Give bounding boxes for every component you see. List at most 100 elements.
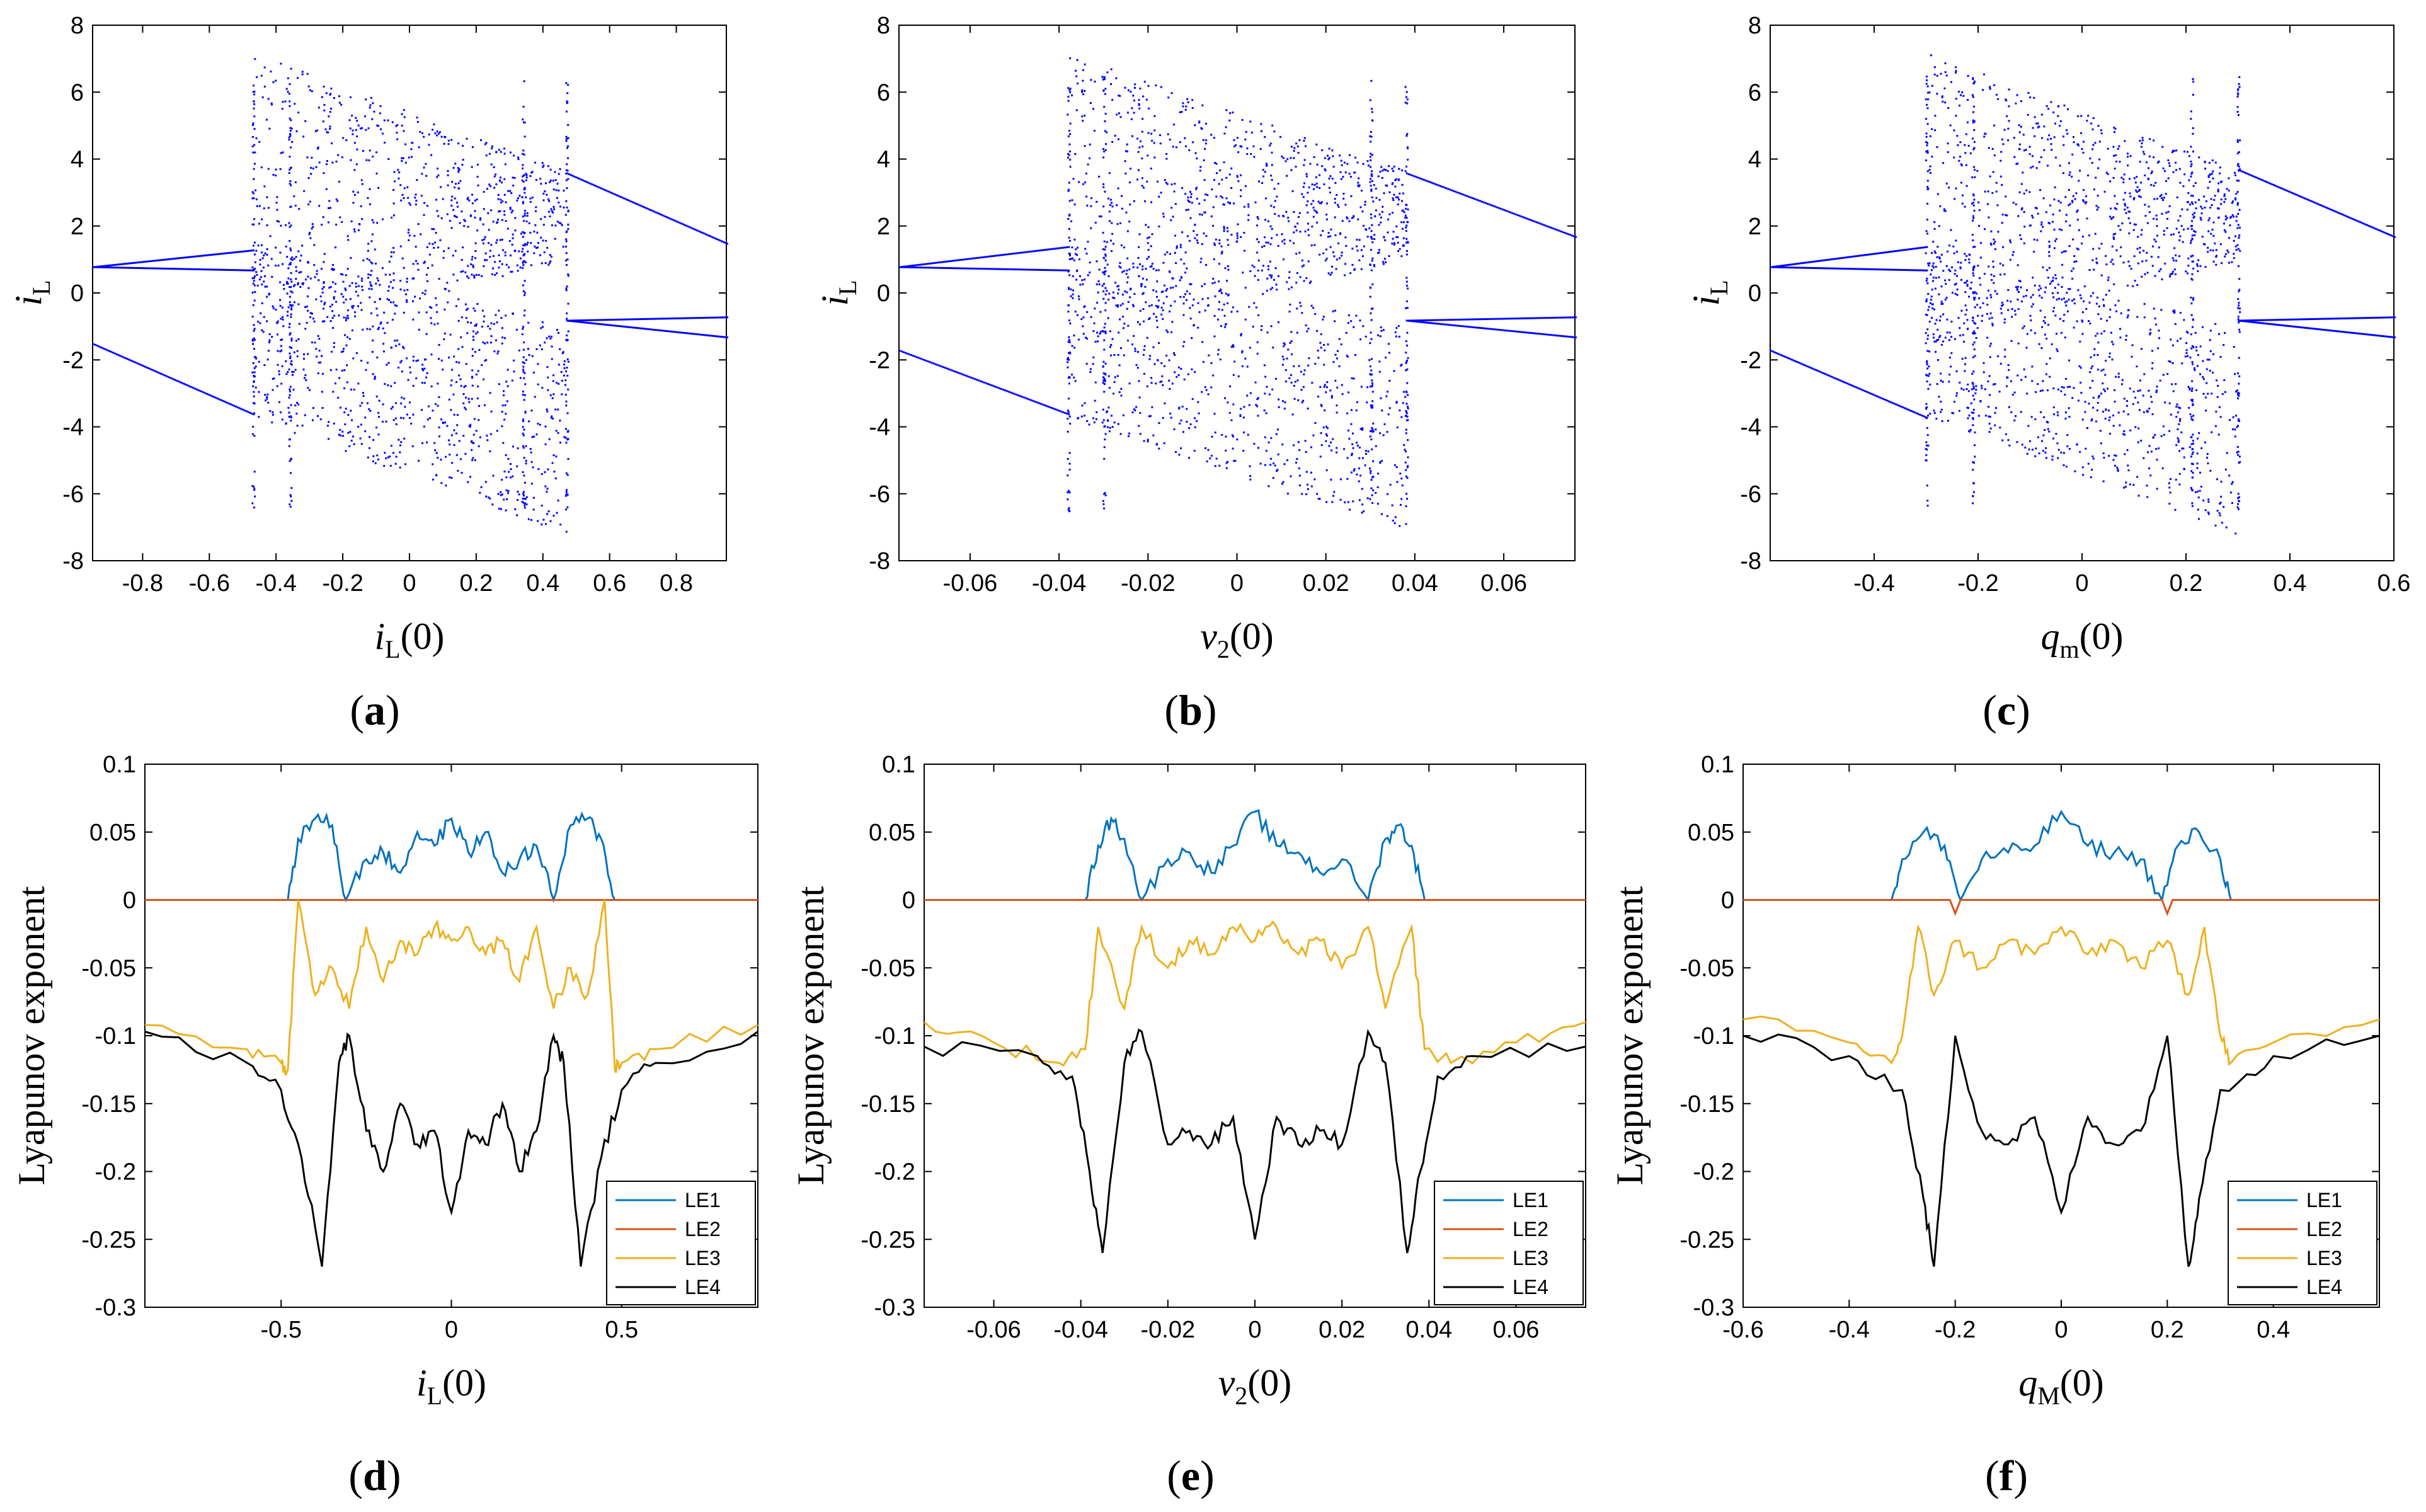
bifurcation-point xyxy=(493,323,495,325)
bifurcation-point xyxy=(1311,226,1313,228)
bifurcation-point xyxy=(1567,316,1570,319)
bifurcation-point xyxy=(1269,225,1272,227)
bifurcation-point xyxy=(523,232,525,234)
bifurcation-point xyxy=(541,262,543,265)
bifurcation-point xyxy=(1089,157,1091,159)
bifurcation-point xyxy=(1257,180,1260,183)
bifurcation-point xyxy=(321,391,323,393)
bifurcation-point xyxy=(1085,172,1087,175)
bifurcation-point xyxy=(1505,329,1508,332)
bifurcation-point xyxy=(290,184,292,186)
bifurcation-point xyxy=(467,226,469,228)
bifurcation-point xyxy=(452,255,454,257)
bifurcation-point xyxy=(1099,333,1101,335)
bifurcation-point xyxy=(1325,433,1327,435)
bifurcation-point xyxy=(321,407,324,410)
bifurcation-point xyxy=(505,476,508,479)
bifurcation-point xyxy=(712,316,714,319)
bifurcation-point xyxy=(289,301,291,304)
bifurcation-point xyxy=(436,134,438,137)
bifurcation-point xyxy=(660,318,663,320)
bifurcation-point xyxy=(1522,331,1525,333)
bifurcation-point xyxy=(1325,469,1328,472)
bifurcation-point xyxy=(307,261,310,264)
bifurcation-point xyxy=(671,330,673,333)
bifurcation-point xyxy=(105,348,107,351)
bifurcation-point xyxy=(1330,228,1332,231)
bifurcation-point xyxy=(1462,193,1465,196)
bifurcation-point xyxy=(481,309,484,312)
bifurcation-point xyxy=(1201,298,1204,301)
bifurcation-point xyxy=(338,180,341,183)
bifurcation-point xyxy=(1351,454,1353,457)
bifurcation-point xyxy=(1227,244,1230,246)
bifurcation-point xyxy=(1371,404,1373,407)
bifurcation-point xyxy=(1141,268,1144,271)
bifurcation-point xyxy=(447,184,449,186)
bifurcation-point xyxy=(1392,231,1395,233)
bifurcation-point xyxy=(132,266,134,269)
bifurcation-point xyxy=(525,445,527,447)
bifurcation-point xyxy=(217,253,219,255)
bifurcation-point xyxy=(546,410,549,413)
bifurcation-point xyxy=(369,188,371,190)
bifurcation-point xyxy=(565,400,568,403)
bifurcation-point xyxy=(271,276,273,278)
bifurcation-point xyxy=(1341,164,1343,166)
bifurcation-point xyxy=(598,319,600,321)
bifurcation-point xyxy=(1287,217,1290,219)
bifurcation-point xyxy=(1155,269,1157,272)
bifurcation-point xyxy=(525,358,527,361)
bifurcation-point xyxy=(527,518,530,520)
bifurcation-point xyxy=(121,266,123,269)
bifurcation-point xyxy=(1106,241,1108,243)
bifurcation-point xyxy=(332,391,335,393)
bifurcation-point xyxy=(667,330,670,333)
bifurcation-point xyxy=(1371,428,1374,431)
bifurcation-point xyxy=(1319,498,1321,500)
bifurcation-point xyxy=(512,312,514,315)
bifurcation-point xyxy=(554,408,557,411)
bifurcation-point xyxy=(227,252,230,255)
bifurcation-point xyxy=(481,275,483,277)
bifurcation-point xyxy=(368,287,370,290)
bifurcation-point xyxy=(219,268,221,271)
bifurcation-point xyxy=(401,257,404,260)
bifurcation-point xyxy=(591,319,593,321)
bifurcation-point xyxy=(1159,381,1162,383)
bifurcation-point xyxy=(509,208,512,210)
bifurcation-point xyxy=(580,178,583,181)
bifurcation-point xyxy=(1094,399,1096,402)
bifurcation-point xyxy=(377,186,380,189)
bifurcation-point xyxy=(524,394,526,396)
bifurcation-point xyxy=(1173,123,1176,126)
bifurcation-point xyxy=(525,196,527,198)
bifurcation-point xyxy=(1545,333,1547,336)
bifurcation-point xyxy=(471,348,474,350)
bifurcation-point xyxy=(1076,254,1079,256)
bifurcation-point xyxy=(915,266,918,269)
bifurcation-point xyxy=(1552,316,1555,319)
bifurcation-point xyxy=(369,296,371,299)
bifurcation-point xyxy=(1406,498,1409,500)
bifurcation-point xyxy=(464,303,467,306)
bifurcation-point xyxy=(1062,411,1065,413)
bifurcation-point xyxy=(998,254,1000,256)
bifurcation-point xyxy=(271,336,273,338)
bifurcation-point xyxy=(512,233,514,236)
bifurcation-point xyxy=(1386,185,1388,187)
bifurcation-point xyxy=(1116,285,1119,288)
bifurcation-point xyxy=(1313,478,1316,481)
bifurcation-point xyxy=(1330,396,1333,399)
bifurcation-point xyxy=(386,298,389,301)
bifurcation-point xyxy=(1123,270,1125,272)
bifurcation-point xyxy=(173,378,175,381)
bifurcation-point xyxy=(355,117,357,119)
bifurcation-point xyxy=(1098,175,1101,178)
bifurcation-point xyxy=(556,512,558,514)
bifurcation-point xyxy=(567,157,569,159)
bifurcation-point xyxy=(266,196,268,198)
bifurcation-point xyxy=(1142,353,1145,356)
bifurcation-point xyxy=(253,93,256,96)
bifurcation-point xyxy=(1347,314,1350,317)
